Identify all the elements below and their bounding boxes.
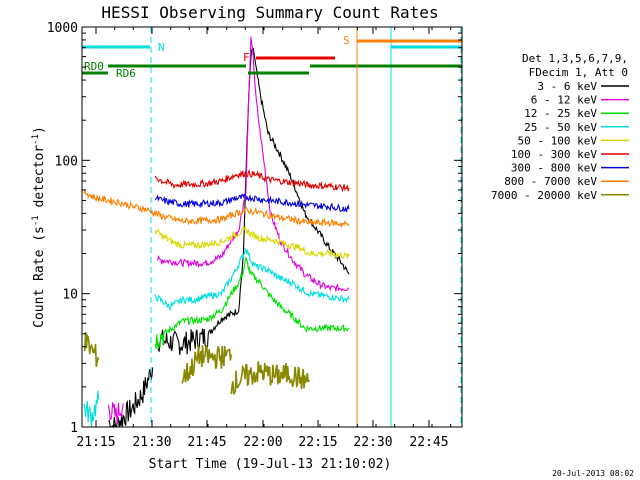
rd0-label: RD0: [84, 60, 104, 73]
series-line: [154, 193, 350, 213]
legend-entry-label: 100 - 300 keV: [511, 148, 597, 161]
x-tick-label: 22:30: [353, 435, 392, 450]
y-axis-label: Count Rate (s-1 detector-1): [31, 126, 47, 328]
x-tick-label: 22:45: [409, 435, 448, 450]
series-line: [107, 402, 124, 424]
legend-entry-label: 50 - 100 keV: [518, 134, 598, 147]
y-tick-label: 10: [62, 288, 78, 303]
series-line: [157, 36, 350, 292]
rd6-label: RD6: [116, 67, 136, 80]
night-label: N: [158, 41, 165, 54]
legend: Det 1,3,5,6,7,9,FDecim 1, Att 03 - 6 keV…: [491, 52, 629, 202]
saa-label: S: [343, 34, 350, 47]
y-tick-label: 1: [70, 421, 78, 436]
series-line: [83, 332, 100, 367]
svg-text:Count Rate (s-1 detector-1): Count Rate (s-1 detector-1): [31, 126, 47, 328]
series-line: [154, 169, 350, 193]
series-line: [230, 361, 311, 395]
legend-entry-label: 25 - 50 keV: [524, 121, 597, 134]
legend-header: FDecim 1, Att 0: [529, 66, 628, 79]
chart-title: HESSI Observing Summary Count Rates: [101, 3, 438, 22]
observing-annotations: N RD0 RD6 F S: [81, 27, 462, 427]
legend-entry-label: 800 - 7000 keV: [504, 175, 597, 188]
legend-entry-label: 3 - 6 keV: [537, 80, 597, 93]
y-tick-label: 1000: [47, 21, 78, 36]
legend-entry-label: 300 - 800 keV: [511, 162, 597, 175]
axis-ticks: 21:15 21:30 21:45 22:00 22:15 22:30 22:45 1 10 10…: [47, 21, 462, 450]
series-line: [154, 247, 350, 312]
timestamp: 20-Jul-2013 08:02: [552, 469, 634, 478]
series-line: [108, 367, 154, 429]
legend-entry-label: 6 - 12 keV: [531, 94, 598, 107]
series-line: [154, 226, 350, 259]
legend-entry-label: 7000 - 20000 keV: [491, 189, 597, 202]
series-curves: [83, 36, 350, 429]
x-tick-label: 21:15: [76, 435, 115, 450]
x-tick-label: 21:30: [132, 435, 171, 450]
plot-frame: [81, 26, 463, 428]
series-line: [181, 344, 232, 384]
legend-header: Det 1,3,5,6,7,9,: [522, 52, 628, 65]
series-line: [157, 47, 350, 355]
flare-label: F: [243, 51, 250, 64]
x-tick-label: 21:45: [187, 435, 226, 450]
x-axis-label: Start Time (19-Jul-13 21:10:02): [149, 457, 392, 472]
legend-entry-label: 12 - 25 keV: [524, 107, 597, 120]
x-tick-label: 22:15: [298, 435, 337, 450]
y-tick-label: 100: [55, 154, 78, 169]
series-line: [83, 189, 350, 229]
x-tick-label: 22:00: [243, 435, 282, 450]
series-line: [154, 256, 350, 350]
